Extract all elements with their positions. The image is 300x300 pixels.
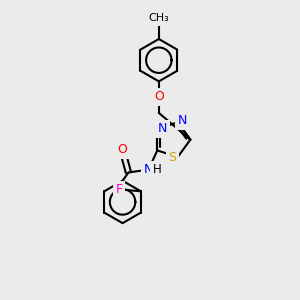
- Text: S: S: [168, 151, 176, 164]
- Text: O: O: [154, 90, 164, 103]
- Text: F: F: [116, 183, 123, 196]
- Text: N: N: [144, 163, 153, 176]
- Text: CH₃: CH₃: [148, 14, 169, 23]
- Text: O: O: [118, 143, 128, 156]
- Text: H: H: [153, 163, 162, 176]
- Text: N: N: [158, 122, 167, 136]
- Text: N: N: [178, 114, 187, 128]
